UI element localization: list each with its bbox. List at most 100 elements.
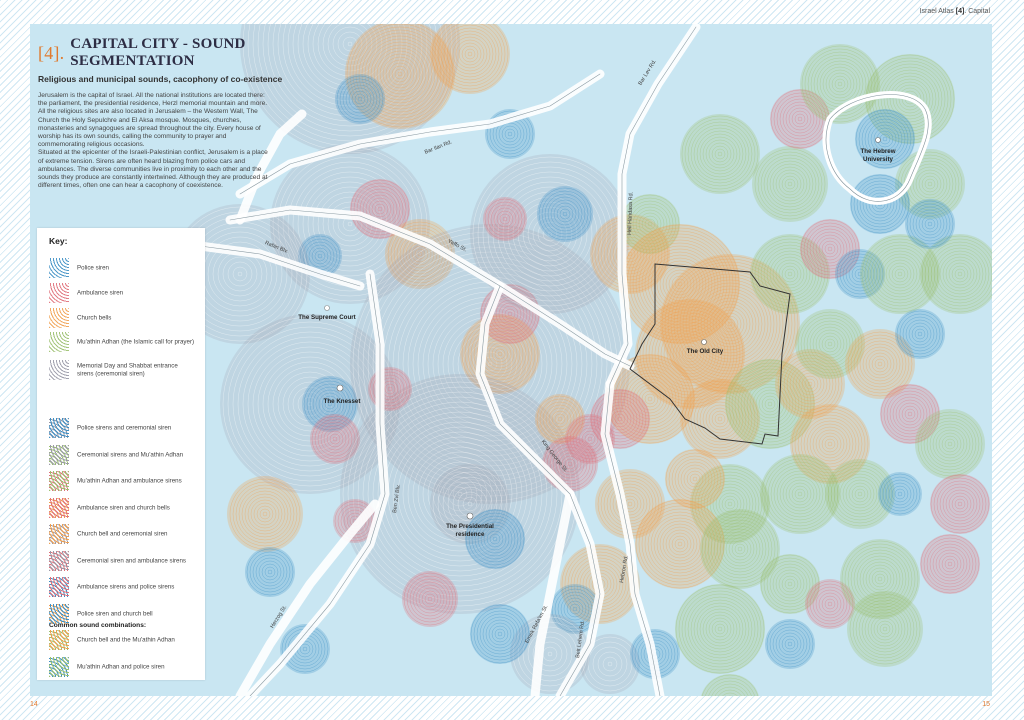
combo-swatch [49,471,69,491]
combo-label: Church bell and ceremonial siren [77,530,168,538]
sound-circle [270,144,430,304]
sound-circle [765,619,815,669]
combo-item: Church bell and ceremonial siren [49,524,199,544]
hebrew-university-marker [875,137,881,143]
combo-label: Church bell and the Mu'athin Adhan [77,636,175,644]
combo-label: Ambulance sirens and police sirens [77,583,175,591]
sound-circle [537,186,593,242]
knesset-marker [336,384,344,392]
sound-circle [920,234,992,314]
combo-swatch [49,418,69,438]
combo-label: Mu'athin Adhan and ambulance sirens [77,477,182,485]
key-title: Key: [49,236,68,246]
sound-circle [245,547,295,597]
sound-circle [580,634,640,694]
intro-paragraph: Situated at the epicenter of the Israeli… [38,149,268,190]
combo-label: Police siren and church bell [77,609,153,617]
sound-circle [800,219,860,279]
map-area [30,24,992,696]
sound-circle [430,24,510,94]
page-subtitle: Religious and municipal sounds, cacophon… [38,74,283,84]
running-header: Israel Atlas [4]. Capital [919,8,990,15]
road-emek-refaim [530,489,575,696]
label-supreme-court: The Supreme Court [298,314,356,321]
page-number-left: 14 [30,701,38,708]
sound-circle [930,474,990,534]
map-key: Key: Police siren Ambulance siren Church b… [37,228,205,680]
sound-circle [542,436,598,492]
key-item: Mu'athin Adhan (the Islamic call for pra… [49,332,199,352]
sound-circle [825,459,895,529]
sound-circle [700,509,780,589]
sound-circle [465,509,525,569]
sound-circle [760,454,840,534]
combo-swatch [49,630,69,650]
key-item: Police siren [49,258,199,278]
chapter-number: [4] [955,8,965,15]
label-knesset: The Knesset [323,398,361,405]
sound-circle [845,329,915,399]
sound-circle [840,539,920,619]
sound-circle [701,674,759,696]
sound-circle [470,604,530,664]
sound-circle [535,394,585,444]
key-swatch [49,258,69,278]
sound-circle [855,109,915,169]
title-text: CAPITAL CITY - SOUND SEGMENTATION [70,36,246,69]
combo-label: Mu'athin Adhan and police siren [77,662,165,670]
sound-circle [790,404,870,484]
roads [195,24,932,696]
key-label: Mu'athin Adhan (the Islamic call for pra… [77,338,195,346]
combo-item: Ceremonial siren and ambulance sirens [49,550,199,571]
atlas-name: Israel Atlas [919,8,954,15]
chapter-name: Capital [968,8,990,15]
supreme-court-marker [324,305,330,311]
sound-circle [835,249,885,299]
label-presidential: The Presidential residence [446,523,494,538]
combo-item: Police siren and church bell [49,603,199,624]
combo-label: Ambulance siren and church bells [77,503,170,511]
key-swatch [49,360,69,380]
sound-circle [368,367,412,411]
sound-circle [920,534,980,594]
sound-circle [430,464,510,544]
old-city-wall [629,263,791,445]
title-number: [4]. [38,42,65,63]
combo-label: Ceremonial siren and ambulance sirens [77,556,187,564]
combo-label: Ceremonial sirens and Mu'athin Adhan [77,450,184,458]
combo-swatch [49,577,69,597]
key-item: Memorial Day and Shabbat entrance sirens… [49,360,199,380]
sound-circle [680,114,760,194]
combo-swatch [49,524,69,544]
page-title: [4]. CAPITAL CITY - SOUND SEGMENTATION [38,36,318,70]
intro-paragraph: All the religious sites are also located… [38,108,261,149]
sound-circle [635,299,745,409]
key-label: Church bells [77,314,112,322]
sound-circle [350,179,410,239]
sound-circle [895,309,945,359]
road-herzog [235,499,380,696]
sound-circle [310,414,360,464]
old-city-marker [701,339,707,345]
sound-circle [860,234,940,314]
page-number-right: 15 [982,701,990,708]
sound-circle [227,476,303,552]
road-outlines [199,26,697,696]
presidential-marker [466,512,474,520]
sound-circle [335,74,385,124]
sound-circle [847,591,923,667]
combo-item: Mu'athin Adhan and ambulance sirens [49,471,199,491]
key-swatch [49,332,69,352]
combo-swatch [49,444,69,465]
key-swatch [49,308,69,328]
sound-circle [690,464,770,544]
sound-map [170,24,992,696]
sound-circle [805,579,855,629]
sound-circle [402,571,458,627]
label-old-city: The Old City [686,348,724,355]
sound-circle [483,197,527,241]
combo-item: Ambulance sirens and police sirens [49,577,199,597]
combo-item: Police sirens and ceremonial siren [49,418,199,438]
combo-label: Police sirens and ceremonial siren [77,424,172,432]
sound-circle [675,584,765,674]
